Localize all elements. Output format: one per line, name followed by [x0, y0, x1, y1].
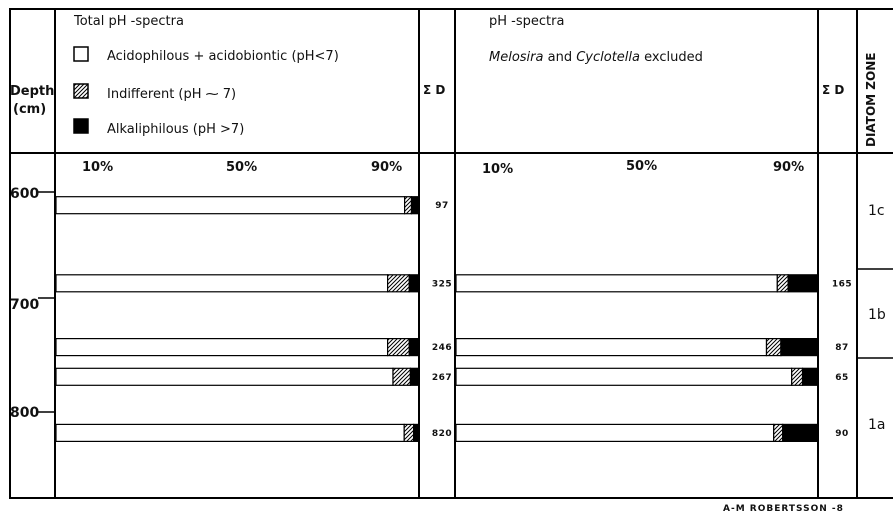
left-panel-title: Total pH -spectra [73, 14, 184, 29]
sample-count-p1-819: 820 [432, 429, 452, 439]
sample-count-p2-768: 65 [835, 373, 849, 383]
bar-segment-alkali-p1-768 [409, 367, 419, 386]
zone-1a: 1a [868, 417, 886, 433]
sample-count-p2-741: 87 [835, 343, 849, 353]
md-label-left: Σ D [423, 83, 445, 97]
bar-segment-alkali-p1-819 [413, 423, 419, 442]
bar-segment-alkali-p1-683 [408, 274, 419, 293]
diatom-zone-label: DIATOM ZONE [864, 53, 878, 147]
bar-segment-indifferent-p2-819 [773, 423, 784, 442]
bar-segment-alkali-p1-612 [410, 196, 419, 215]
bar-segment-acid-p1-819 [55, 423, 405, 442]
sample-count-p1-768: 267 [432, 373, 452, 383]
bar-segment-indifferent-p1-741 [387, 338, 410, 357]
depth-unit-label: (cm) [13, 102, 46, 117]
bar-segment-indifferent-p1-768 [392, 367, 411, 386]
bar-segment-alkali-p2-683 [787, 274, 818, 293]
percent-tick-left-90: 90% [371, 160, 402, 175]
bar-segment-indifferent-p1-612 [404, 196, 413, 215]
bar-segment-acid-p1-741 [55, 338, 389, 357]
zone-1b: 1b [868, 307, 886, 323]
sample-count-p2-819: 90 [835, 429, 849, 439]
bar-segment-acid-p2-819 [455, 423, 775, 442]
legend-label-indifferent: Indifferent (pH ⁓ 7) [107, 87, 236, 102]
bar-segment-indifferent-p1-683 [387, 274, 410, 293]
legend-swatch-alkali [73, 118, 89, 134]
bar-segment-alkali-p2-819 [782, 423, 818, 442]
bar-segment-acid-p2-741 [455, 338, 768, 357]
bar-segment-alkali-p2-741 [780, 338, 818, 357]
bar-segment-alkali-p1-741 [408, 338, 419, 357]
depth-tick-600: 600 [10, 186, 39, 202]
legend-swatch-indifferent [73, 83, 89, 99]
depth-tick-800: 800 [10, 405, 39, 421]
sample-count-p1-612: 97 [435, 201, 449, 211]
percent-tick-right-50: 50% [626, 159, 657, 174]
bar-segment-indifferent-p2-683 [776, 274, 789, 293]
bar-segment-indifferent-p2-741 [765, 338, 782, 357]
legend-swatch-acid [73, 46, 89, 62]
percent-tick-right-90: 90% [773, 160, 804, 175]
bar-segment-indifferent-p2-768 [791, 367, 804, 386]
md-label-right: Σ D [822, 83, 844, 97]
bar-segment-acid-p1-683 [55, 274, 389, 293]
sample-count-p1-683: 325 [432, 279, 452, 289]
zone-1c: 1c [868, 203, 885, 219]
right-panel-title: pH -spectra [489, 14, 564, 29]
depth-axis [38, 191, 55, 413]
legend-label-alkali: Alkaliphilous (pH >7) [107, 122, 244, 137]
bar-segment-acid-p1-612 [55, 196, 406, 215]
chart-frame [9, 8, 893, 499]
percent-tick-left-10: 10% [82, 160, 113, 175]
legend: Acidophilous + acidobiontic (pH<7) Indif… [73, 46, 339, 137]
right-panel-subtitle: Melosira and Cyclotella excluded [489, 50, 703, 65]
bar-segment-alkali-p2-768 [801, 367, 818, 386]
credit-text: A-M ROBERTSSON -8 [723, 504, 844, 514]
bar-segment-indifferent-p1-819 [403, 423, 415, 442]
bars-layer: 97 325 246 267 820 165 87 65 90 [55, 196, 852, 442]
bar-segment-acid-p1-768 [55, 367, 394, 386]
percent-tick-left-50: 50% [226, 160, 257, 175]
bar-segment-acid-p2-768 [455, 367, 793, 386]
depth-tick-700: 700 [10, 297, 39, 313]
legend-label-acid: Acidophilous + acidobiontic (pH<7) [107, 49, 339, 64]
depth-label: Depth [10, 84, 54, 99]
bar-segment-acid-p2-683 [455, 274, 778, 293]
percent-tick-right-10: 10% [482, 162, 513, 177]
sample-count-p2-683: 165 [832, 279, 852, 289]
sample-count-p1-741: 246 [432, 343, 452, 353]
